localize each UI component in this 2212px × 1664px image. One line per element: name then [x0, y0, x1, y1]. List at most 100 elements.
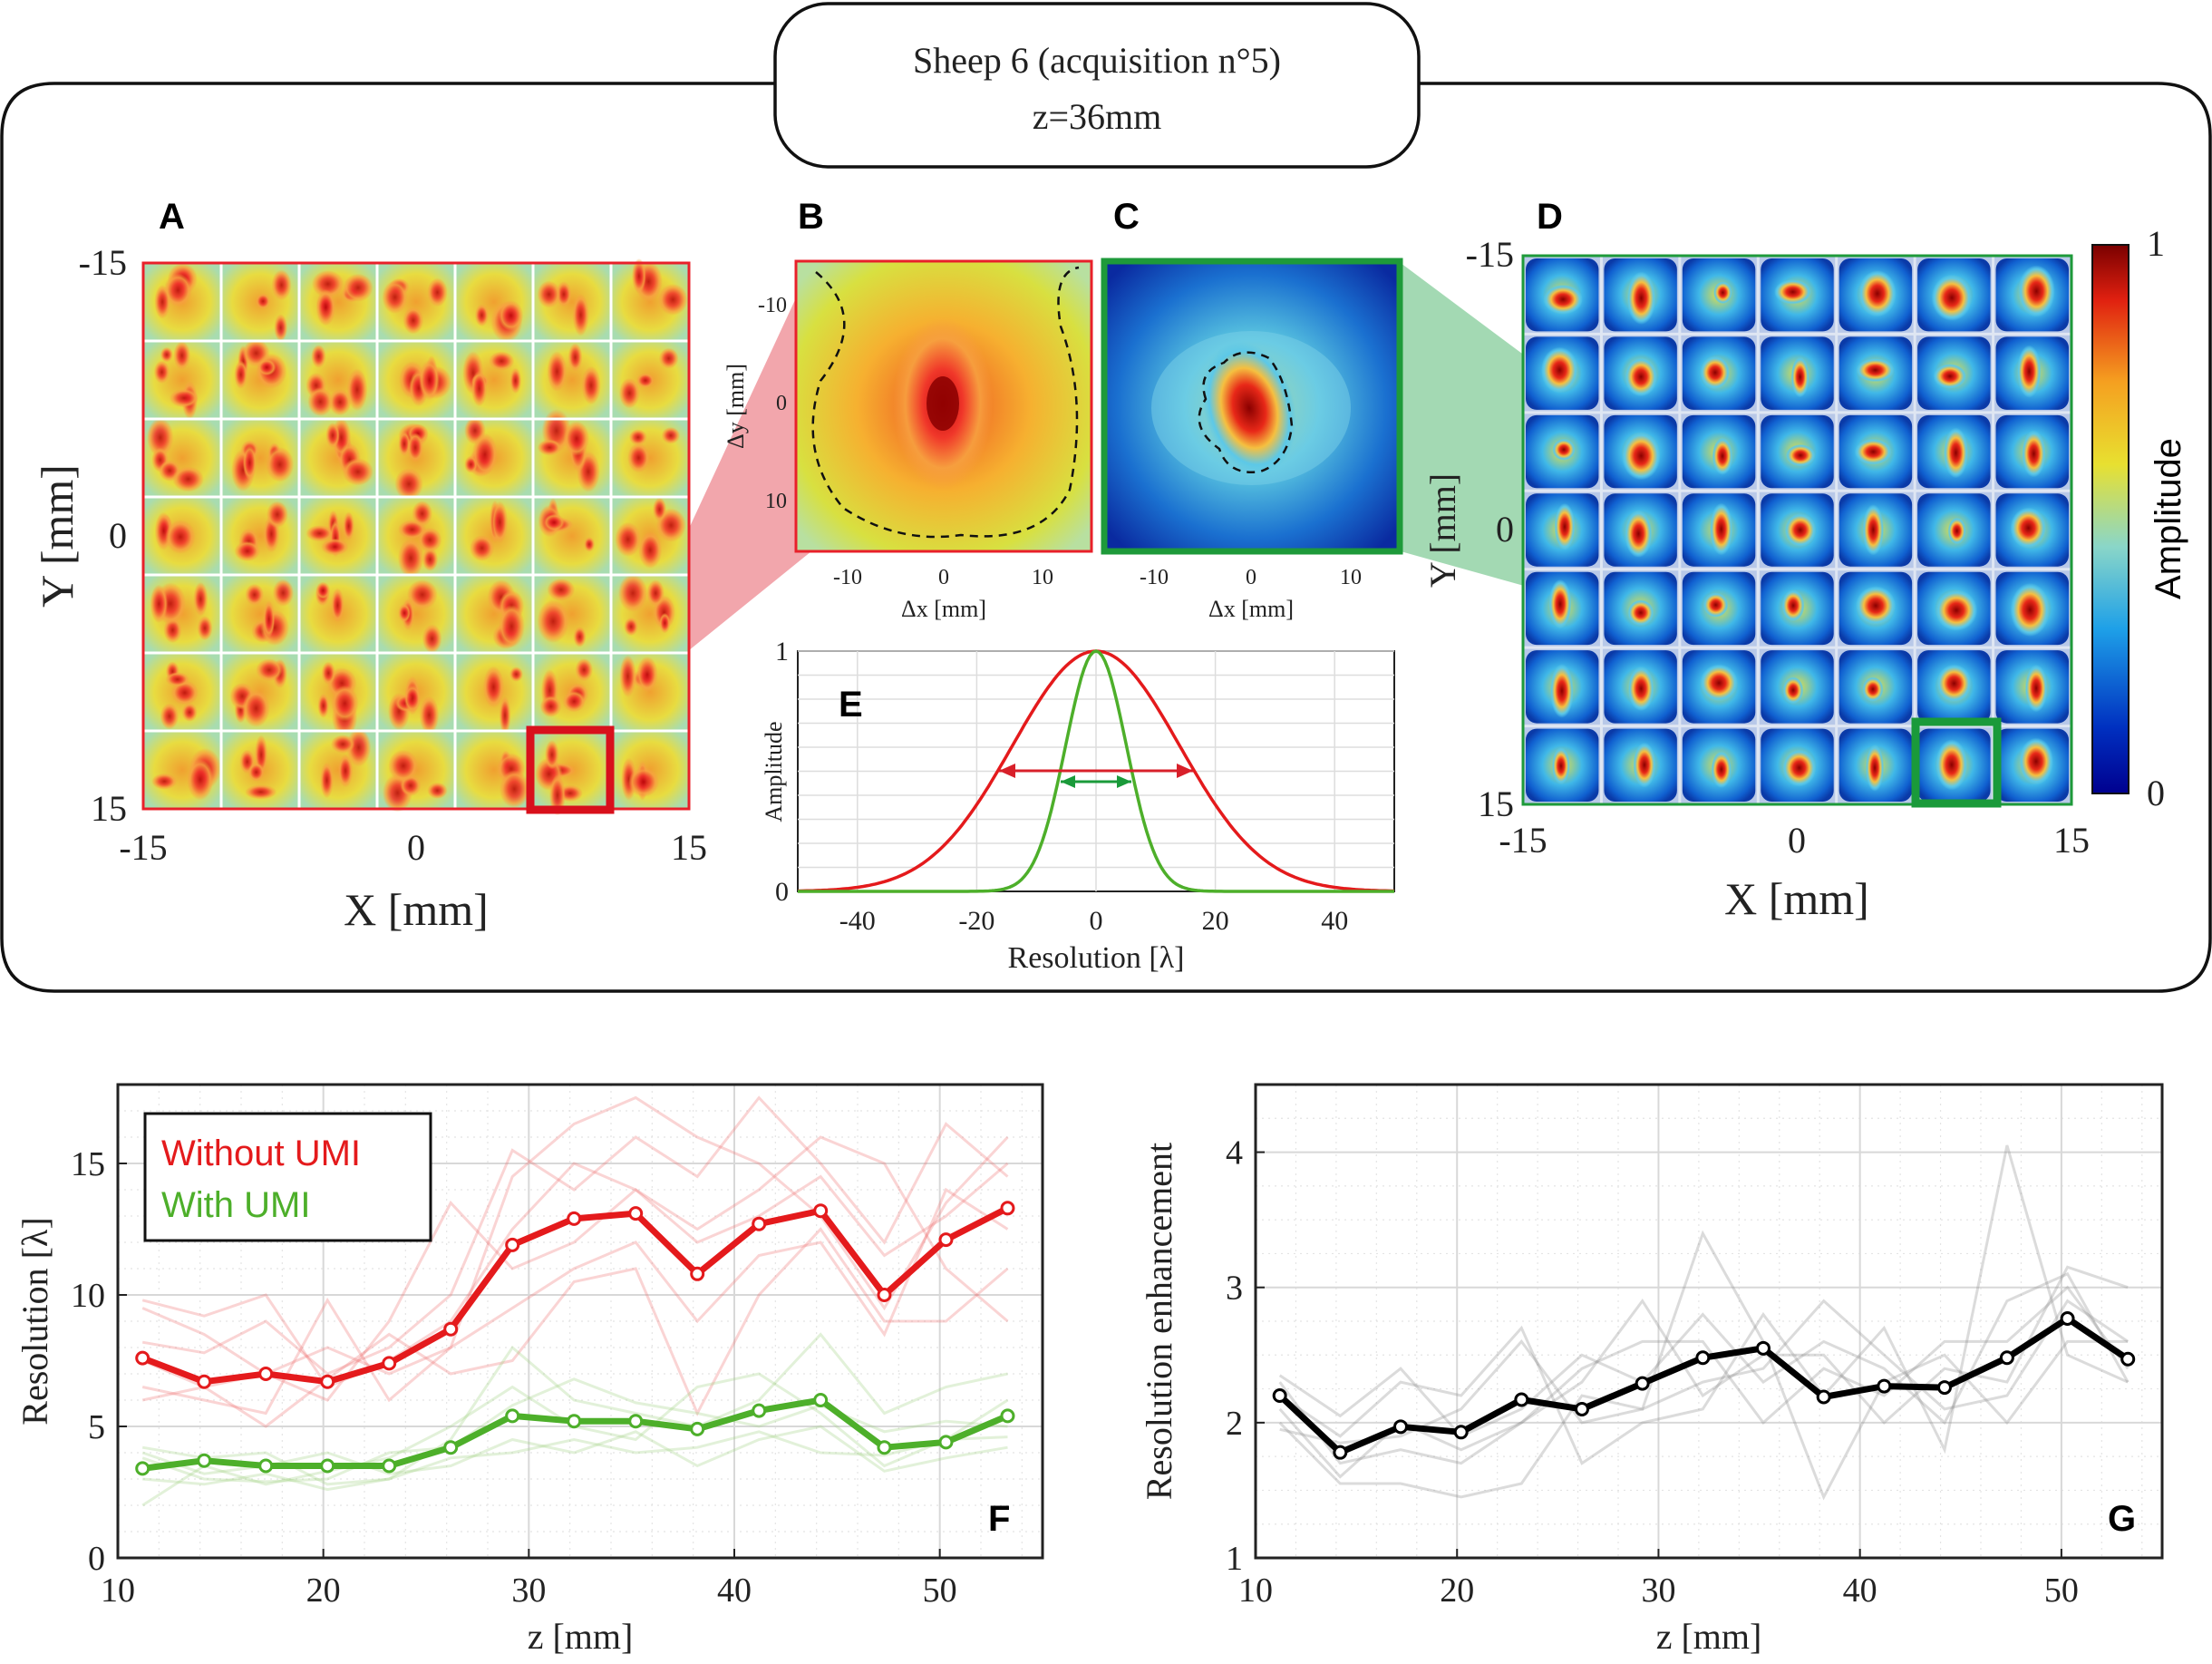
panel-d-focal-spot [1790, 356, 1809, 398]
panel-a-speckle [272, 579, 294, 607]
enhancement-acquisition-line [1278, 1285, 2130, 1479]
panel-a-speckle [619, 655, 636, 698]
panel-d-focal-spot [2010, 582, 2050, 637]
panel-a-speckle [568, 343, 583, 372]
panel-d-focal-spot [2022, 430, 2046, 478]
panel-a-speckle [311, 270, 344, 298]
panel-d-frame [1521, 254, 2073, 806]
panel-a-speckle [256, 658, 283, 682]
panel-a-speckle [547, 351, 568, 392]
panel-a-speckle [406, 579, 438, 610]
with-umi-point [690, 1421, 705, 1436]
panel-a-speckle [547, 578, 576, 601]
panel-d-focal-spot [1862, 676, 1884, 702]
panel-a-speckle [172, 466, 204, 492]
panel-a-selected-cell[interactable] [526, 725, 615, 814]
panel-a-xtick-mid: 0 [407, 827, 425, 868]
legend-with-umi: With UMI [161, 1185, 310, 1225]
panel-c-xtick-right: 10 [1340, 566, 1362, 589]
panel-c-xlabel: Δx [mm] [1208, 596, 1294, 622]
panel-a-speckle [382, 280, 408, 315]
panel-f-legend [143, 1112, 432, 1242]
panel-d-xtick-mid: 0 [1788, 820, 1806, 861]
fwhm-arrowhead-red-left [999, 764, 1015, 778]
enhancement-point [1877, 1378, 1892, 1394]
panel-d-focal-spot [1782, 676, 1804, 705]
without-umi-acquisition-line [141, 1227, 1009, 1428]
panel-a-speckle [193, 581, 209, 617]
with-umi-point [135, 1461, 150, 1476]
panel-d-focal-spot [1551, 746, 1570, 785]
panel-a-speckle [245, 583, 265, 606]
y-tick-label: 5 [88, 1408, 105, 1446]
panel-a-speckle [325, 423, 340, 449]
panel-a-speckle [307, 387, 334, 417]
panel-a-speckle [331, 588, 344, 623]
fwhm-arrowhead-green-left [1061, 775, 1075, 788]
panel-d-focal-spot [1936, 739, 1968, 791]
panel-a-speckle [315, 581, 331, 599]
panel-d-focal-spot [2018, 265, 2055, 317]
panel-e-xtick: 40 [1321, 906, 1348, 936]
panel-a-speckle [315, 289, 336, 326]
panel-a-speckle [403, 307, 424, 335]
panel-d-ytick-mid: 0 [1496, 509, 1514, 550]
panel-a-xtick-left: -15 [119, 827, 167, 868]
panel-a-speckle [624, 617, 639, 637]
panel-a-speckle [242, 444, 257, 481]
panel-d-focal-spot [1933, 363, 1967, 389]
panel-a-xlabel: X [mm] [344, 884, 489, 935]
panel-a-speckle [197, 616, 213, 641]
panel-a-speckle [491, 501, 509, 544]
x-tick-label: 30 [1641, 1572, 1675, 1610]
panel-d-focal-spot [2010, 507, 2047, 549]
panel-d-xtick-left: -15 [1499, 820, 1547, 861]
panel-g-axes [1254, 1083, 2164, 1560]
fwhm-arrowhead-red-right [1177, 764, 1193, 778]
enhancement-point [1575, 1401, 1589, 1416]
enhancement-point [1514, 1392, 1529, 1407]
panel-a-speckle [274, 314, 288, 342]
title-line-2: z=36mm [1033, 96, 1162, 137]
panel-b-ytick-bottom: 10 [765, 490, 787, 513]
panel-d-focal-spot [1700, 664, 1738, 702]
without-umi-acquisition-line [141, 1162, 1009, 1389]
panel-a-speckle [407, 433, 424, 462]
panel-e-ylabel: Amplitude [761, 721, 787, 822]
panel-a-speckle [661, 426, 681, 444]
enhancement-point [1695, 1350, 1711, 1366]
panel-a-speckle [165, 672, 189, 687]
panel-d-selected-cell[interactable] [1911, 717, 2002, 808]
panel-f-axes [116, 1083, 1044, 1560]
panel-a-speckle [165, 520, 196, 554]
enhancement-acquisition-line [1278, 1265, 2129, 1465]
with-umi-acquisition-line [142, 1430, 1008, 1492]
panel-a-speckle [471, 370, 488, 407]
with-umi-acquisition-line [141, 1425, 1008, 1475]
enhancement-point [2120, 1351, 2136, 1367]
panel-a-speckle [330, 735, 355, 754]
without-umi-point [938, 1232, 954, 1248]
y-tick-label: 10 [71, 1277, 105, 1315]
panel-a-speckle [509, 367, 522, 394]
panel-a-speckle [388, 749, 419, 783]
x-tick-label: 50 [923, 1572, 957, 1610]
panel-a-speckle [419, 360, 440, 401]
panel-a-speckle [658, 347, 679, 369]
panel-d-focal-spot [1936, 664, 1972, 703]
enhancement-acquisition-line [1278, 1230, 2129, 1501]
panel-a-speckle [181, 703, 198, 722]
panel-a-speckle [346, 368, 368, 412]
panel-a-speckle [147, 417, 174, 458]
panel-d-focal-spot [1711, 751, 1732, 788]
panel-c-letter: C [1113, 197, 1140, 237]
panel-b-xtick-mid: 0 [938, 566, 949, 589]
enhancement-point [1453, 1425, 1469, 1440]
panel-a-speckle [397, 538, 424, 579]
panel-d-focal-spot [1700, 355, 1731, 390]
panel-d-focal-spot [1626, 271, 1656, 325]
panel-a-speckle [471, 433, 498, 476]
without-umi-point [382, 1356, 397, 1371]
panel-a-speckle [398, 431, 411, 457]
panel-d-focal-spot [1935, 589, 1978, 631]
